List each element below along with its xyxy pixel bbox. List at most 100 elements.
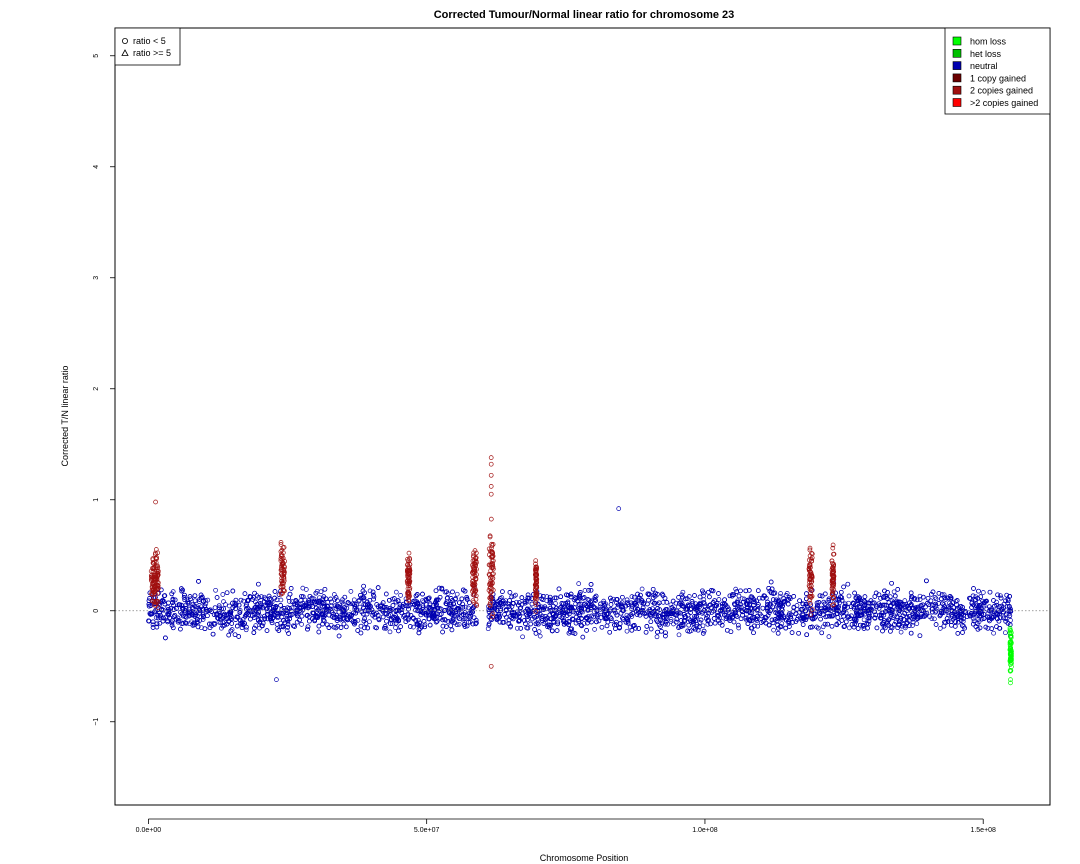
data-point: [171, 602, 176, 608]
data-point: [960, 630, 965, 635]
data-point: [973, 597, 978, 602]
data-point: [842, 603, 848, 609]
data-point: [460, 601, 465, 607]
data-point: [299, 622, 304, 627]
data-point: [157, 620, 163, 626]
chart-title: Corrected Tumour/Normal linear ratio for…: [434, 9, 735, 21]
data-point: [575, 598, 581, 604]
data-point: [576, 595, 582, 601]
data-point: [520, 634, 525, 640]
data-point: [648, 619, 654, 625]
data-point: [651, 592, 657, 598]
data-point: [437, 615, 443, 621]
data-point: [467, 615, 473, 621]
data-point: [893, 619, 899, 625]
data-point: [289, 599, 295, 605]
data-point: [431, 603, 436, 608]
data-point: [310, 604, 315, 609]
data-point: [663, 633, 668, 639]
data-point: [991, 609, 997, 615]
data-point: [390, 596, 395, 602]
data-point: [190, 623, 196, 628]
data-point: [876, 592, 882, 598]
data-point: [841, 624, 847, 630]
data-point: [934, 606, 940, 612]
data-point: [516, 618, 522, 624]
data-point: [688, 618, 693, 623]
data-point: [232, 632, 238, 638]
data-point: [586, 588, 591, 593]
data-point: [252, 612, 258, 618]
data-point: [873, 612, 879, 618]
data-point: [542, 604, 548, 610]
data-point: [213, 587, 218, 593]
data-point: [691, 620, 696, 626]
data-point: [604, 616, 609, 622]
data-point: [175, 615, 181, 621]
data-point: [842, 604, 847, 610]
data-point: [924, 601, 930, 606]
data-point: [511, 593, 517, 599]
data-point: [558, 594, 564, 600]
data-point: [973, 624, 979, 629]
data-point: [448, 600, 454, 606]
data-point: [734, 614, 740, 619]
data-point: [393, 625, 398, 630]
data-point: [336, 609, 342, 615]
data-point: [645, 591, 651, 597]
data-point: [707, 603, 712, 608]
data-point: [629, 594, 635, 599]
data-point: [566, 611, 572, 617]
data-point: [223, 602, 228, 607]
data-point: [689, 599, 695, 604]
data-point: [886, 622, 892, 628]
data-point: [827, 613, 833, 619]
data-point: [668, 602, 674, 608]
data-point: [486, 609, 492, 615]
data-point: [700, 631, 706, 636]
data-point: [511, 601, 516, 606]
data-point: [800, 601, 806, 607]
data-point: [615, 602, 621, 608]
data-point: [836, 596, 842, 602]
data-point: [908, 602, 914, 607]
data-point: [770, 620, 776, 626]
data-point: [447, 606, 453, 612]
data-point: [743, 588, 749, 594]
data-point: [473, 617, 479, 623]
data-point: [351, 597, 357, 603]
data-point: [655, 591, 660, 597]
data-point: [700, 609, 706, 615]
data-point: [507, 598, 512, 603]
data-point: [434, 618, 440, 624]
data-point: [977, 603, 982, 608]
data-point: [380, 600, 386, 605]
data-point: [933, 622, 939, 627]
data-point: [353, 610, 359, 616]
data-point: [381, 625, 387, 631]
data-point: [617, 621, 623, 626]
data-point: [818, 616, 823, 622]
data-point: [958, 609, 964, 615]
data-point: [517, 613, 522, 619]
data-point: [235, 615, 241, 620]
data-point: [822, 591, 828, 597]
data-point: [486, 621, 492, 627]
data-point: [212, 605, 218, 611]
data-point: [272, 589, 278, 594]
data-point: [929, 592, 934, 597]
data-point: [455, 605, 460, 611]
data-point: [761, 593, 767, 599]
data-point: [763, 620, 769, 626]
data-point: [960, 623, 965, 628]
data-point: [405, 603, 411, 609]
data-point: [387, 629, 393, 635]
data-point: [749, 594, 755, 600]
data-point: [591, 614, 596, 620]
data-point: [214, 595, 220, 600]
data-point: [651, 601, 657, 606]
data-point: [497, 597, 503, 603]
data-point: [170, 600, 175, 605]
data-point: [360, 588, 366, 594]
data-point: [287, 591, 293, 597]
